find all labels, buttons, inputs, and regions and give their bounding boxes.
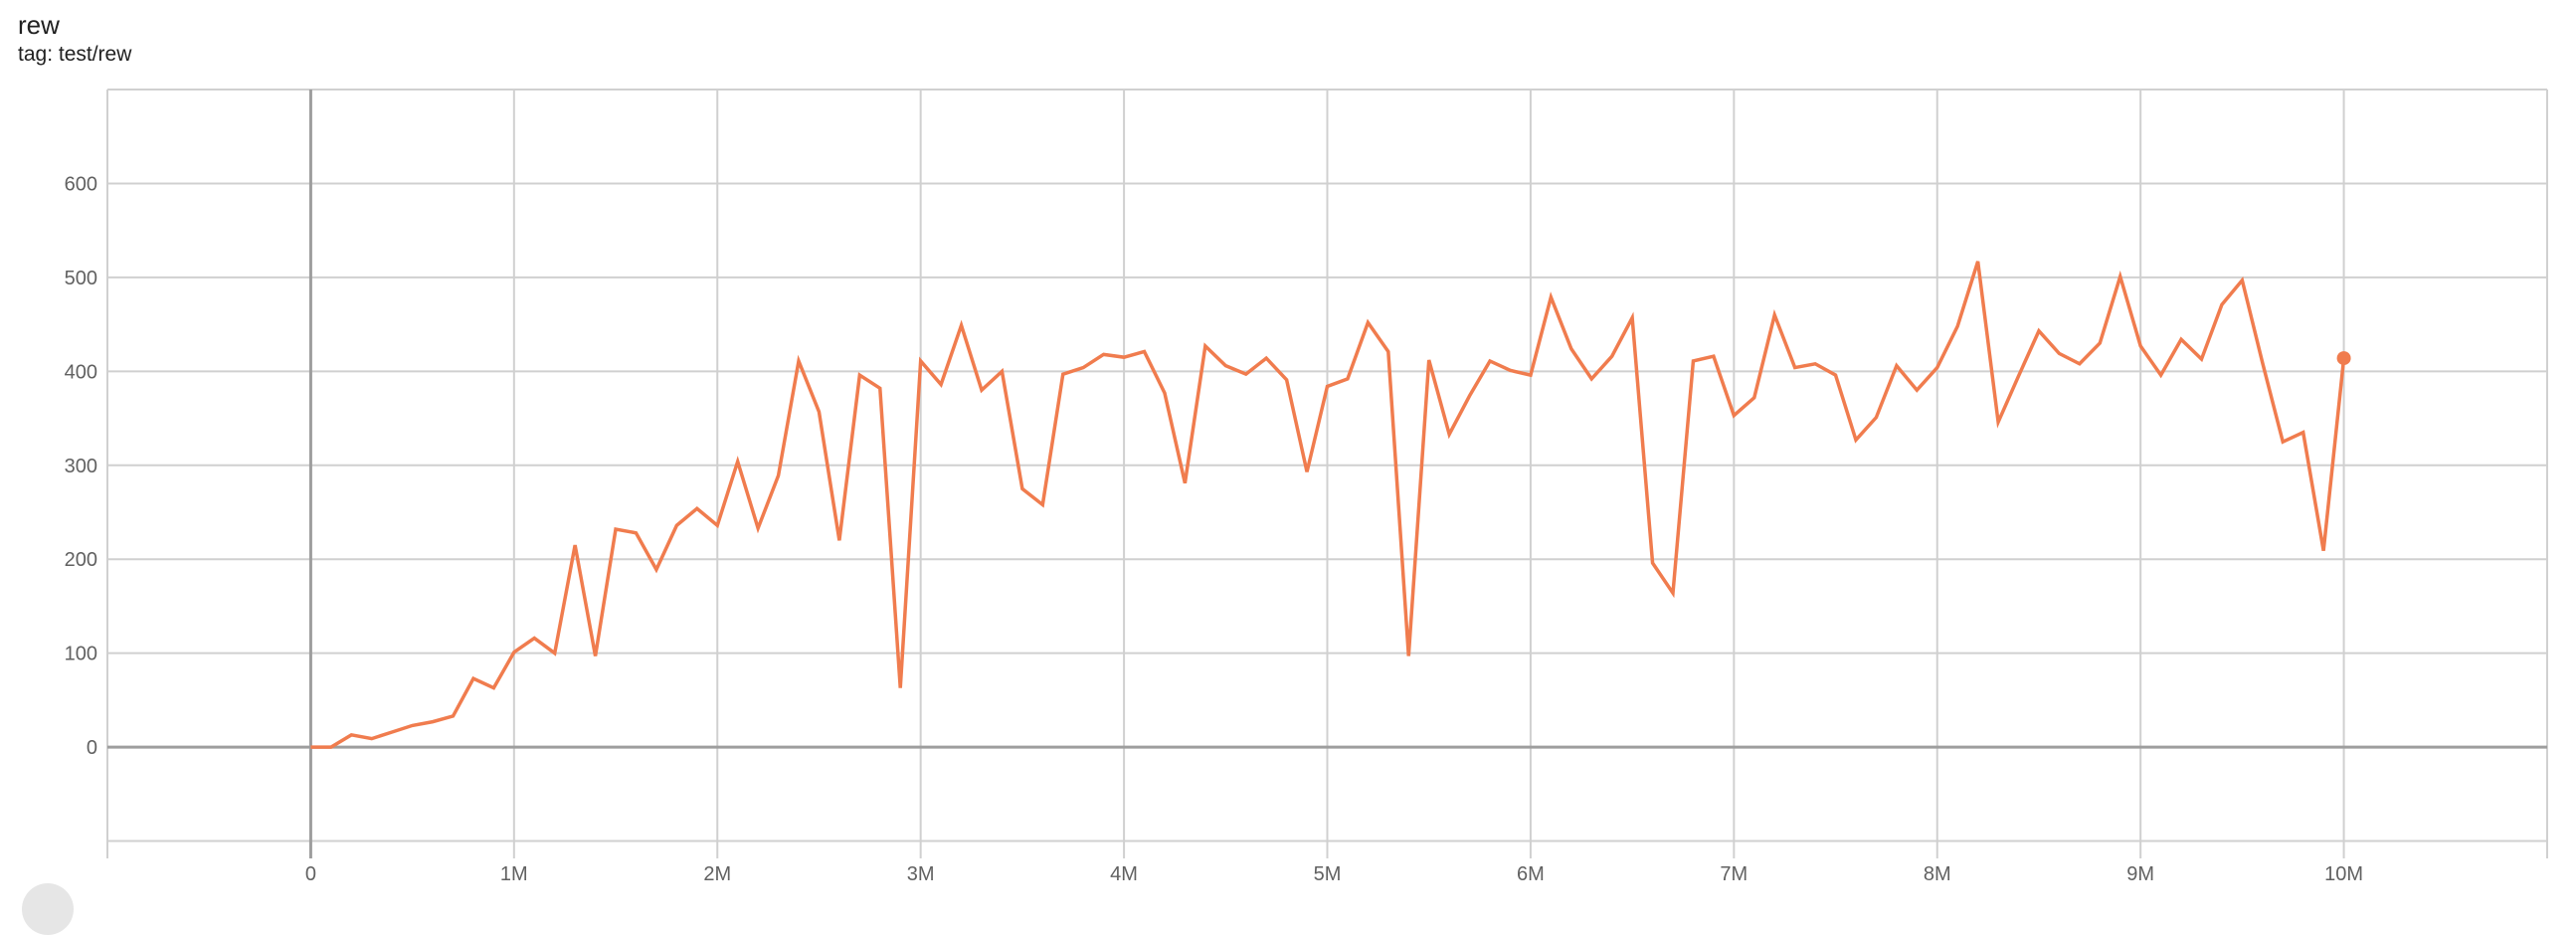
y-tick-label: 100 — [65, 644, 97, 665]
y-tick-label: 400 — [65, 361, 97, 383]
x-tick-label: 8M — [1924, 863, 1951, 885]
chart-title: rew — [18, 10, 60, 40]
series-line — [310, 261, 2346, 749]
x-tick-label: 2M — [703, 863, 731, 885]
y-tick-label: 200 — [65, 549, 97, 571]
x-tick-label: 9M — [2126, 863, 2154, 885]
y-tick-label: 0 — [87, 737, 97, 759]
x-tick-label: 7M — [1720, 863, 1748, 885]
last-point-marker — [2336, 351, 2351, 366]
fit-domain-button[interactable] — [22, 883, 74, 935]
series — [310, 261, 2351, 749]
line-chart[interactable]: 0 1M 2M 3M 4M 5M 6M 7M 8M 9M 10M 0 100 200 300 400 500 60… — [0, 0, 2576, 893]
x-tick-label: 0 — [305, 863, 316, 885]
x-tick-label: 10M — [2324, 863, 2363, 885]
y-tick-label: 300 — [65, 456, 97, 477]
y-tick-label: 500 — [65, 268, 97, 289]
tick-labels: 0 1M 2M 3M 4M 5M 6M 7M 8M 9M 10M 0 100 200 300 400 500 60… — [65, 173, 2363, 885]
x-tick-label: 1M — [500, 863, 528, 885]
chart-subtitle: tag: test/rew — [18, 43, 132, 66]
x-tick-label: 6M — [1517, 863, 1545, 885]
x-tick-label: 4M — [1110, 863, 1138, 885]
axes — [107, 90, 2547, 858]
grid — [106, 89, 2548, 858]
x-tick-label: 3M — [907, 863, 935, 885]
x-tick-label: 5M — [1314, 863, 1342, 885]
y-tick-label: 600 — [65, 173, 97, 195]
